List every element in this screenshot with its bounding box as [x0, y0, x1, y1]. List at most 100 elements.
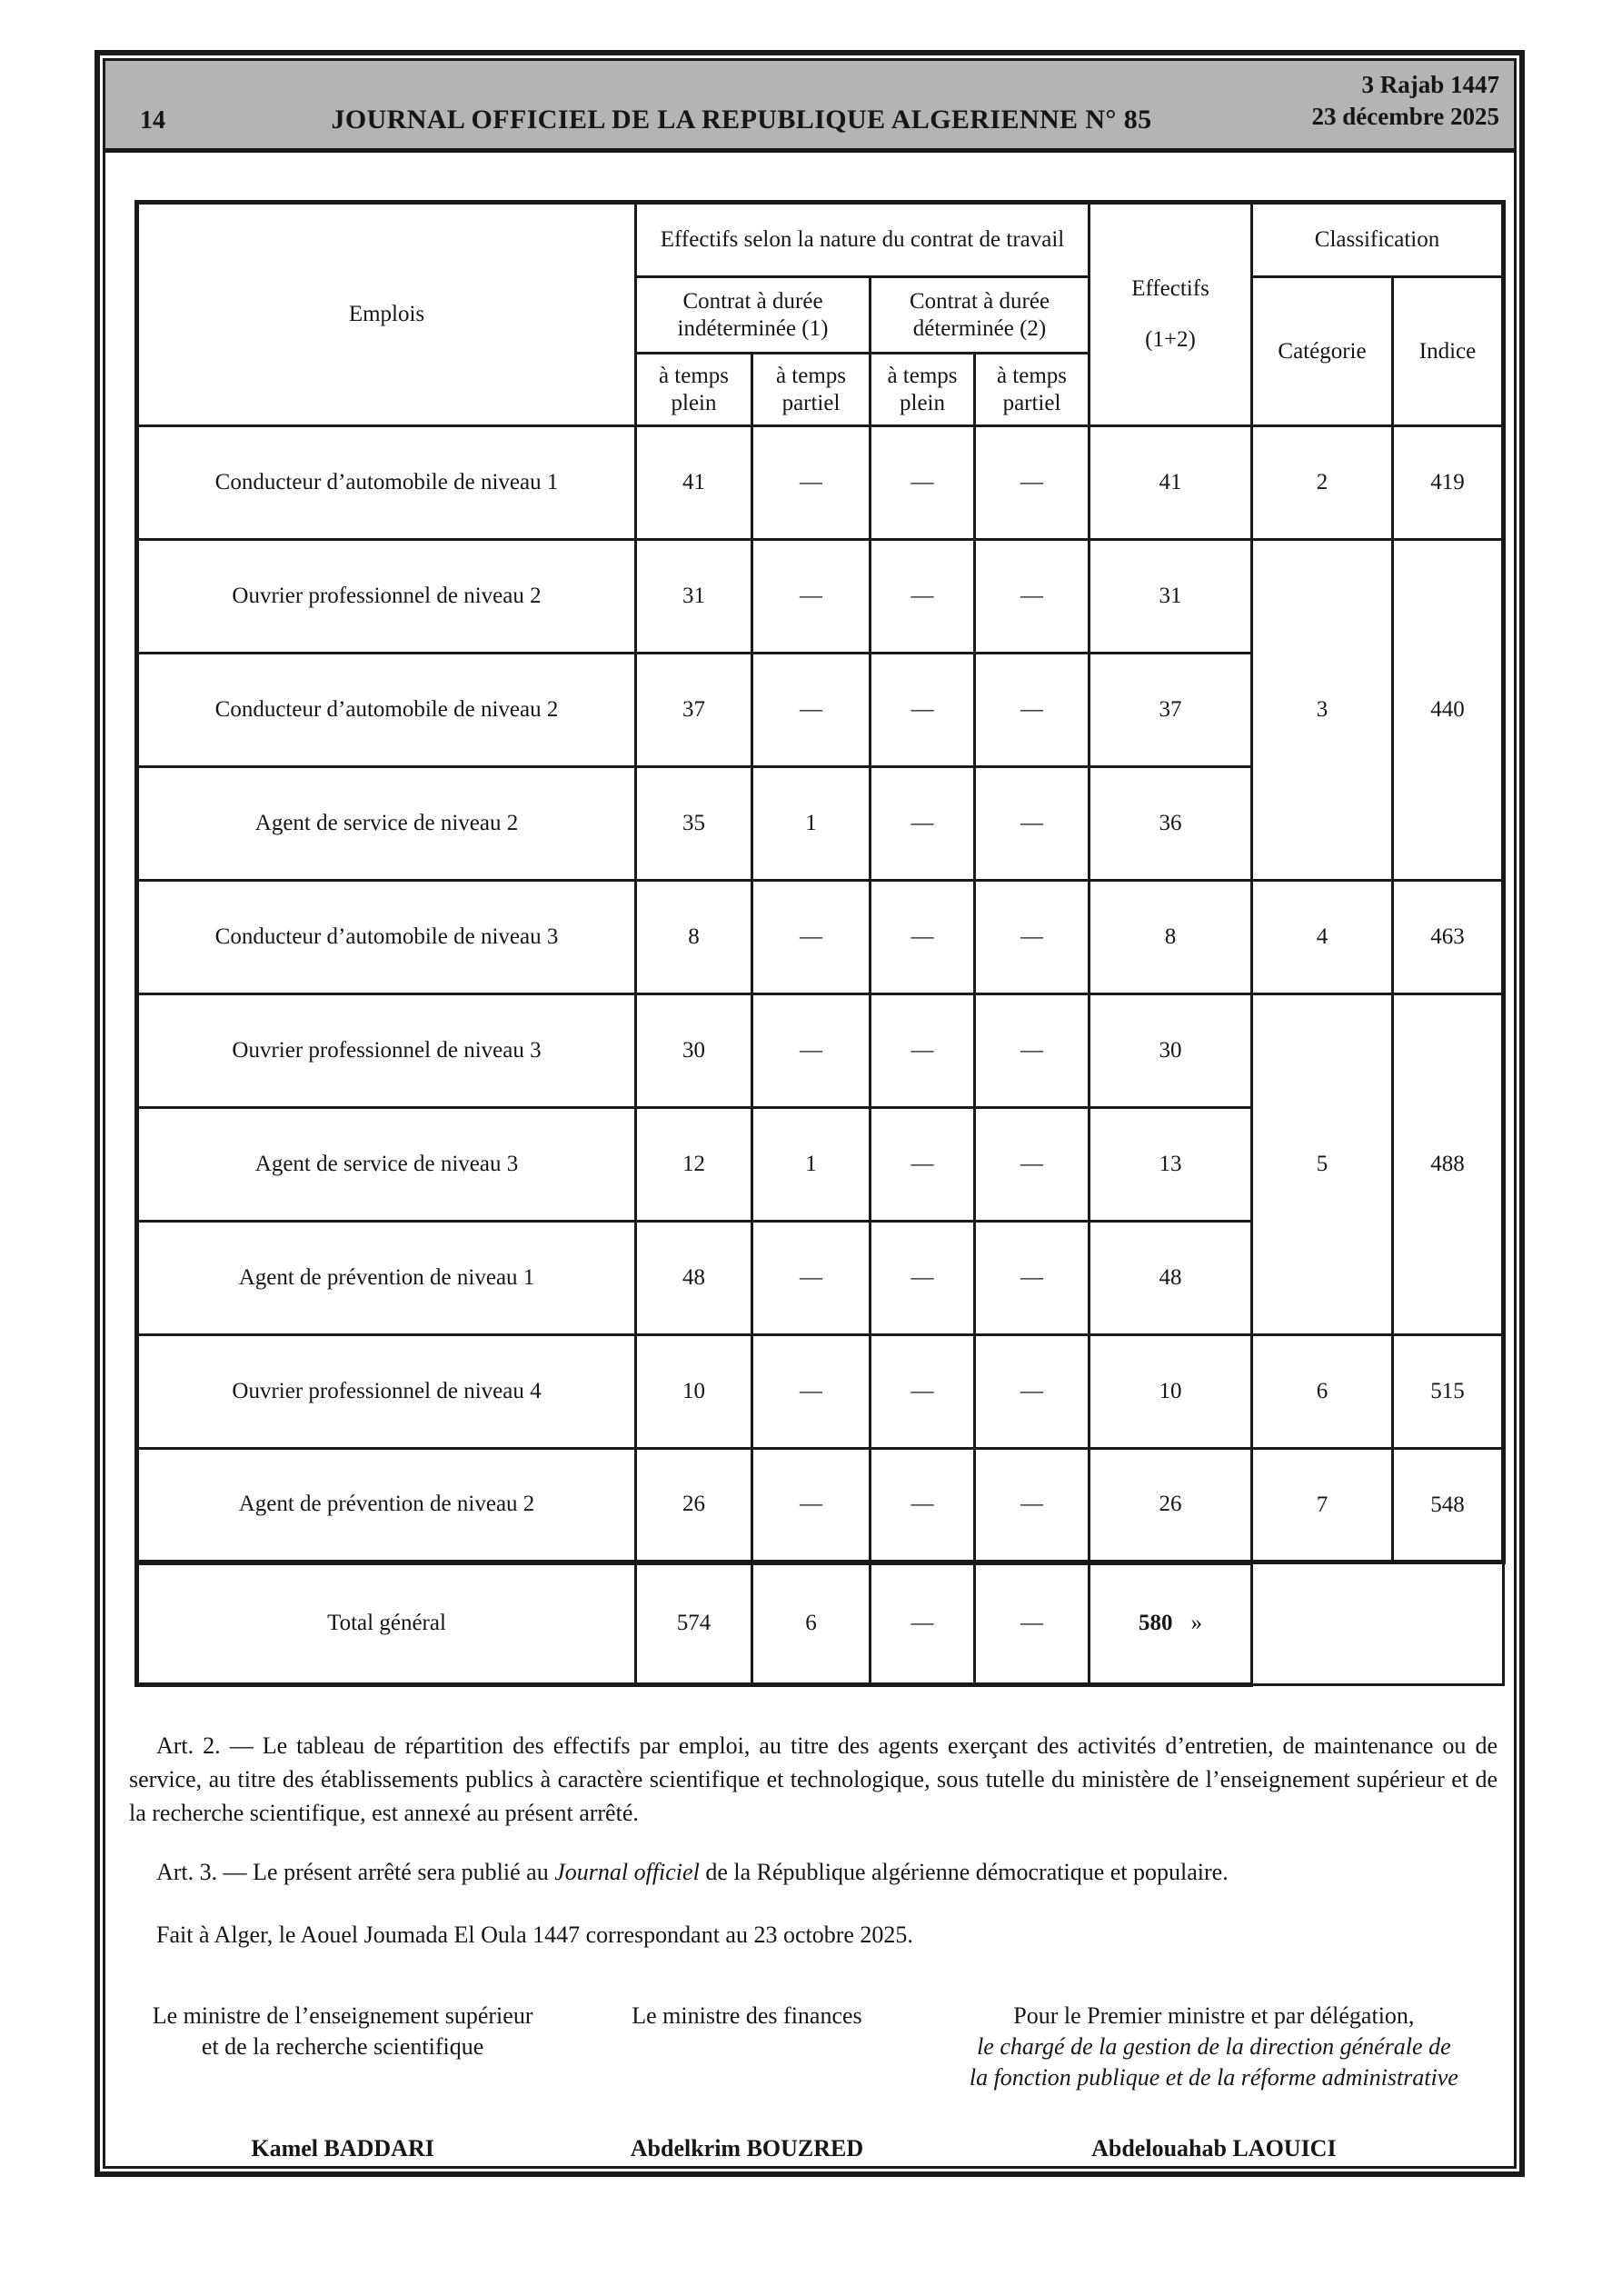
cell-emploi: Conducteur d’automobile de niveau 2: [134, 652, 637, 768]
cell-indice-merged: 440: [1390, 538, 1507, 882]
signature-name: Abdelouahab LAOUICI: [1091, 2135, 1337, 2161]
cell-cdi-plein: 35: [634, 765, 753, 882]
cell-cdi-partiel: —: [751, 879, 871, 995]
col-header-cdd-temps-partiel: à temps partiel: [973, 352, 1090, 427]
cell-cdi-plein: 10: [634, 1333, 753, 1450]
cell-cdd-partiel: —: [973, 652, 1090, 768]
cell-cdd-partiel: —: [973, 1333, 1090, 1450]
cell-cdi-plein: 12: [634, 1106, 753, 1223]
cell-emploi: Ouvrier professionnel de niveau 3: [134, 993, 637, 1109]
table-row: Agent de prévention de niveau 2 26 — — —…: [134, 1447, 1507, 1564]
cell-emploi: Conducteur d’automobile de niveau 1: [134, 424, 637, 541]
signature-title-line: Le ministre de l’enseignement supérieur: [152, 2002, 533, 2029]
cell-emploi: Agent de prévention de niveau 2: [134, 1447, 637, 1563]
journal-title: JOURNAL OFFICIEL DE LA REPUBLIQUE ALGERI…: [331, 105, 1152, 135]
cell-cdd-plein: —: [869, 424, 976, 541]
cell-cdi-partiel: —: [751, 424, 871, 541]
cell-cdi-plein: 41: [634, 424, 753, 541]
cell-cdi-plein: 30: [634, 993, 753, 1109]
cell-effectifs: 8: [1088, 879, 1253, 995]
cell-cdi-plein: 26: [634, 1447, 753, 1563]
cell-indice: 548: [1390, 1447, 1507, 1564]
table-row: Ouvrier professionnel de niveau 3 30 — —…: [134, 993, 1507, 1336]
cell-effectifs: 26: [1088, 1447, 1253, 1563]
cell-cdd-plein: —: [869, 1106, 976, 1223]
table-row: Conducteur d’automobile de niveau 1 41 —…: [134, 424, 1507, 541]
cell-cdi-partiel: —: [751, 652, 871, 768]
signature-title-line-italic: la fonction publique et de la réforme ad…: [969, 2064, 1458, 2091]
effectifs-table: Emplois Effectifs selon la nature du con…: [134, 200, 1507, 1687]
cell-cdd-partiel: —: [973, 1220, 1090, 1336]
total-effectifs-value: 580: [1139, 1611, 1173, 1636]
cell-cdd-partiel: —: [973, 424, 1090, 541]
table-row: Ouvrier professionnel de niveau 2 31 — —…: [134, 538, 1507, 882]
cell-cdi-plein: 31: [634, 538, 753, 654]
col-header-emplois: Emplois: [134, 200, 637, 427]
cell-cdd-plein: —: [869, 652, 976, 768]
cell-cdd-partiel: —: [973, 1106, 1090, 1223]
cell-cdd-plein: —: [869, 1333, 976, 1450]
cell-cdi-plein: 37: [634, 652, 753, 768]
cell-effectifs: 10: [1088, 1333, 1253, 1450]
signature-title-line: et de la recherche scientifique: [201, 2033, 484, 2060]
cell-total-cdd-partiel: —: [973, 1559, 1090, 1687]
cell-emploi: Conducteur d’automobile de niveau 3: [134, 879, 637, 995]
signature-title-line-italic: le chargé de la gestion de la direction …: [977, 2033, 1451, 2060]
col-header-cdi: Contrat à durée indéterminée (1): [634, 275, 871, 354]
cell-total-cdi-plein: 574: [634, 1559, 753, 1687]
cell-cdi-plein: 48: [634, 1220, 753, 1336]
cell-effectifs: 30: [1088, 993, 1253, 1109]
cell-cdi-plein: 8: [634, 879, 753, 995]
article-3-journal-officiel: Journal officiel: [554, 1859, 700, 1885]
col-header-cdd: Contrat à durée déterminée (2): [869, 275, 1090, 354]
col-header-effectifs-total: Effectifs (1+2): [1088, 200, 1253, 427]
article-3-text: Art. 3. — Le présent arrêté sera publié …: [129, 1855, 1498, 1889]
cell-cdd-partiel: —: [973, 879, 1090, 995]
cell-total-cdd-plein: —: [869, 1559, 976, 1687]
cell-total-blank: [1249, 1561, 1506, 1686]
cell-emploi: Agent de service de niveau 3: [134, 1106, 637, 1223]
cell-cdd-partiel: —: [973, 1447, 1090, 1563]
table-row: Agent de prévention de niveau 1 48 — — —…: [134, 1220, 1504, 1336]
table-row: Agent de service de niveau 3 12 1 — — 13: [134, 1106, 1504, 1223]
cell-effectifs: 48: [1088, 1220, 1253, 1336]
page-inner-frame: 14 JOURNAL OFFICIEL DE LA REPUBLIQUE ALG…: [103, 58, 1517, 2169]
total-effectifs-suffix: »: [1190, 1611, 1203, 1636]
cell-cdd-plein: —: [869, 879, 976, 995]
cell-categorie-merged: 3: [1250, 538, 1394, 882]
col-header-cdi-temps-partiel: à temps partiel: [751, 352, 871, 427]
col-header-indice: Indice: [1390, 275, 1507, 427]
date-hijri: 3 Rajab 1447: [1361, 71, 1499, 98]
col-header-effectifs-nature: Effectifs selon la nature du contrat de …: [634, 200, 1090, 278]
cell-categorie-merged: 5: [1250, 993, 1394, 1336]
cell-cdi-partiel: —: [751, 1220, 871, 1336]
signature-minister-higher-education: Le ministre de l’enseignement supérieur …: [113, 2001, 572, 2166]
cell-cdd-plein: —: [869, 1447, 976, 1563]
cell-categorie: 4: [1250, 879, 1394, 995]
cell-emploi: Agent de service de niveau 2: [134, 765, 637, 882]
signatures-block: Le ministre de l’enseignement supérieur …: [113, 2001, 1507, 2166]
article-3-suffix: de la République algérienne démocratique…: [699, 1859, 1229, 1885]
cell-cdd-plein: —: [869, 1220, 976, 1336]
total-row: Total général 574 6 — — 580 »: [134, 1559, 1506, 1687]
cell-cdi-partiel: —: [751, 538, 871, 654]
cell-categorie: 6: [1250, 1333, 1394, 1450]
col-header-classification: Classification: [1249, 200, 1507, 278]
cell-indice: 515: [1390, 1333, 1507, 1450]
col-header-cdd-temps-plein: à temps plein: [869, 352, 976, 427]
cell-indice: 419: [1390, 424, 1507, 541]
signature-name: Abdelkrim BOUZRED: [630, 2135, 864, 2161]
cell-emploi: Agent de prévention de niveau 1: [134, 1220, 637, 1336]
article-3-prefix: Art. 3. — Le présent arrêté sera publié …: [156, 1859, 555, 1885]
cell-cdd-plein: —: [869, 538, 976, 654]
cell-effectifs: 13: [1088, 1106, 1253, 1223]
cell-cdd-partiel: —: [973, 538, 1090, 654]
table-row: Ouvrier professionnel de niveau 4 10 — —…: [134, 1333, 1507, 1450]
masthead-dates: 3 Rajab 1447 23 décembre 2025: [1269, 61, 1514, 148]
signature-name: Kamel BADDARI: [251, 2135, 434, 2161]
cell-emploi: Ouvrier professionnel de niveau 2: [134, 538, 637, 654]
page-frame: 14 JOURNAL OFFICIEL DE LA REPUBLIQUE ALG…: [95, 50, 1525, 2177]
page-number: 14: [140, 106, 165, 135]
cell-cdd-plein: —: [869, 765, 976, 882]
effectifs-label-line2: (1+2): [1145, 327, 1196, 352]
